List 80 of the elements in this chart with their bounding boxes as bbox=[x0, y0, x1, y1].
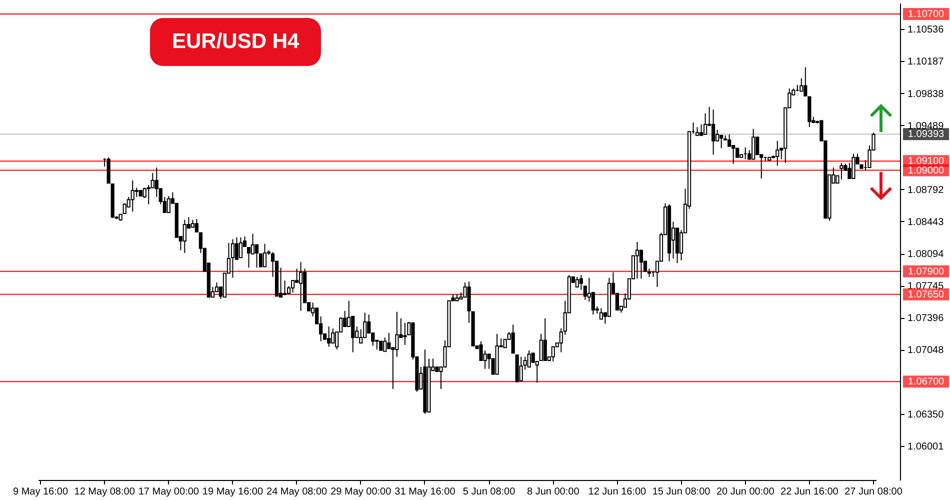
y-tick-label: 1.10536 bbox=[908, 24, 944, 36]
y-tick-label: 1.10187 bbox=[908, 56, 944, 68]
candlestick bbox=[254, 244, 259, 268]
candlestick bbox=[134, 187, 138, 198]
x-tick-label: 17 May 00:00 bbox=[138, 486, 200, 498]
y-tick-label: 1.06350 bbox=[908, 409, 944, 420]
candlestick bbox=[403, 322, 407, 346]
candlestick bbox=[146, 184, 150, 205]
candlestick bbox=[752, 128, 756, 160]
y-tick-label: 1.06001 bbox=[908, 441, 944, 452]
x-tick-label: 8 Jun 00:00 bbox=[526, 486, 580, 498]
candlestick bbox=[575, 276, 579, 288]
candlestick bbox=[246, 246, 251, 268]
candlestick bbox=[282, 280, 287, 296]
candlestick bbox=[776, 140, 780, 166]
ref-line-label: 1.07900 bbox=[908, 266, 945, 278]
candlestick bbox=[511, 324, 515, 354]
x-tick-label: 15 Jun 08:00 bbox=[652, 486, 711, 498]
candlestick bbox=[852, 153, 856, 180]
y-tick-label: 1.08792 bbox=[908, 184, 944, 196]
ref-line-label: 1.09100 bbox=[908, 156, 945, 168]
candlestick bbox=[331, 328, 335, 344]
candlestick bbox=[539, 333, 543, 362]
candlestick bbox=[591, 292, 595, 316]
x-tick-label: 22 Jun 16:00 bbox=[780, 486, 839, 498]
candlestick bbox=[383, 337, 387, 352]
candlestick bbox=[230, 238, 235, 278]
x-tick-label: 5 Jun 08:00 bbox=[462, 486, 516, 498]
candlestick bbox=[194, 218, 198, 232]
candlestick bbox=[291, 280, 295, 294]
x-tick-label: 12 May 08:00 bbox=[74, 486, 136, 498]
candlestick bbox=[551, 346, 555, 362]
candlestick bbox=[543, 318, 547, 362]
x-tick-label: 20 Jun 00:00 bbox=[716, 486, 775, 498]
candlestick bbox=[379, 340, 383, 351]
candlestick bbox=[106, 156, 110, 184]
ref-line-label: 1.09000 bbox=[908, 165, 945, 176]
candlestick bbox=[579, 274, 583, 290]
candlestick bbox=[527, 350, 531, 368]
candlestick bbox=[720, 134, 724, 149]
candlestick bbox=[150, 172, 154, 188]
candlestick bbox=[166, 196, 170, 214]
x-tick-label: 9 May 16:00 bbox=[12, 486, 68, 498]
candlestick bbox=[122, 202, 126, 214]
candlestick bbox=[840, 162, 844, 180]
ref-line-label: 1.09393 bbox=[908, 129, 945, 140]
x-tick-label: 29 May 00:00 bbox=[330, 486, 392, 498]
y-tick-label: 1.09838 bbox=[908, 88, 944, 100]
x-tick-label: 31 May 16:00 bbox=[394, 486, 456, 498]
candlestick bbox=[712, 109, 716, 156]
ref-line-label: 1.07650 bbox=[908, 289, 945, 300]
candlestick bbox=[262, 243, 267, 268]
candlestick bbox=[238, 236, 243, 258]
x-tick-label: 24 May 08:00 bbox=[266, 486, 328, 498]
x-tick-label: 12 Jun 16:00 bbox=[588, 486, 647, 498]
y-tick-label: 1.08094 bbox=[908, 249, 944, 260]
candlestick bbox=[756, 136, 760, 156]
candlestick bbox=[182, 219, 186, 254]
text: EUR/USD H4 bbox=[150, 18, 322, 66]
candlestick bbox=[299, 262, 303, 312]
candlestick bbox=[387, 332, 391, 350]
candlestick bbox=[699, 124, 704, 136]
candlestick bbox=[635, 241, 640, 280]
candlestick bbox=[639, 250, 644, 280]
x-tick-label: 19 May 16:00 bbox=[202, 486, 264, 498]
ref-line-label: 1.10700 bbox=[908, 9, 945, 20]
ref-line-label: 1.06700 bbox=[908, 376, 945, 388]
candlestick bbox=[703, 112, 708, 135]
y-tick-label: 1.08443 bbox=[908, 216, 944, 228]
y-tick-label: 1.07396 bbox=[908, 313, 944, 324]
candlestick bbox=[599, 308, 603, 320]
candlestick bbox=[234, 236, 239, 260]
candlestick bbox=[395, 311, 399, 358]
candlestick bbox=[519, 356, 523, 382]
candlestick bbox=[327, 326, 331, 348]
candlestick bbox=[258, 253, 263, 268]
y-tick-label: 1.07048 bbox=[908, 345, 944, 356]
candlestick bbox=[728, 134, 732, 147]
x-tick-label: 27 Jun 08:00 bbox=[844, 486, 903, 498]
candlestick bbox=[130, 180, 134, 212]
